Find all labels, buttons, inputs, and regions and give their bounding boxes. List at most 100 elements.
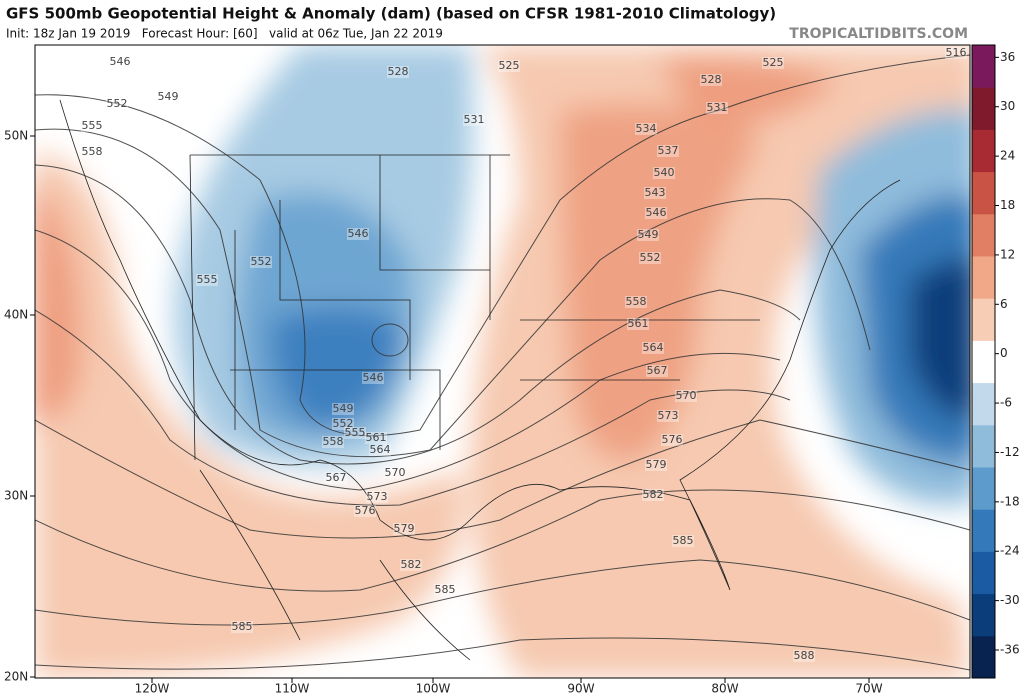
contour-label: 516 — [946, 46, 967, 59]
colorbar-band — [972, 382, 995, 426]
contour-label: 582 — [401, 558, 422, 571]
contour-label: 531 — [464, 113, 485, 126]
contour-label-bg — [332, 418, 354, 430]
colorbar: 36 30 24 18 12 6 0 -6 -12 -18 -24 -30 -36 — [971, 44, 1020, 679]
contour-label-bg — [657, 410, 679, 422]
colorbar-tick-label: 0 — [1000, 346, 1008, 360]
contour-label-bg — [393, 523, 415, 535]
lon-label: 110W — [275, 682, 310, 696]
contour-label-bg — [645, 459, 667, 471]
contour-label: 558 — [323, 435, 344, 448]
contour-label-bg — [344, 427, 366, 439]
contour-label: 582 — [643, 488, 664, 501]
lat-label: 50N — [4, 129, 28, 143]
contour-label-bg — [400, 559, 422, 571]
colorbar-band — [972, 129, 995, 173]
colorbar-band — [972, 467, 995, 510]
contour-label: 558 — [626, 295, 647, 308]
contour-label-bg — [81, 146, 103, 158]
lat-label: 40N — [4, 308, 28, 322]
colorbar-band — [972, 87, 995, 130]
colorbar-tick-label: 6 — [1000, 297, 1008, 311]
contour-label-bg — [657, 145, 679, 157]
contour-label-bg — [106, 98, 128, 110]
lon-label: 120W — [135, 682, 170, 696]
contour-label-bg — [762, 57, 784, 69]
contour-label-bg — [644, 187, 666, 199]
contour-label: 555 — [82, 119, 103, 132]
contour-label: 525 — [763, 56, 784, 69]
contour-label-bg — [672, 535, 694, 547]
colorbar-tick-label: 18 — [1000, 198, 1015, 212]
colorbar-tick-label: 12 — [1000, 247, 1015, 261]
contour-label-bg — [347, 228, 369, 240]
contour-label: 546 — [363, 371, 384, 384]
contour-label: 585 — [435, 583, 456, 596]
contour-label-bg — [642, 342, 664, 354]
contour-label: 579 — [646, 458, 667, 471]
contour-label: 549 — [158, 90, 179, 103]
contour-label-bg — [625, 296, 647, 308]
colorbar-band — [972, 213, 995, 257]
colorbar-tick-label: -18 — [1000, 494, 1020, 508]
contour-label-bg — [661, 434, 683, 446]
colorbar-band — [972, 424, 995, 468]
contour-label: 540 — [654, 166, 675, 179]
colorbar-band — [972, 635, 995, 679]
colorbar-tick-label: -36 — [1000, 643, 1020, 657]
colorbar-band — [972, 171, 995, 215]
contour-label: 561 — [628, 317, 649, 330]
contour-label-bg — [231, 621, 253, 633]
contour-label-bg — [498, 60, 520, 72]
contour-label: 570 — [676, 389, 697, 402]
contour-label: 585 — [232, 620, 253, 633]
contour-label-bg — [700, 74, 722, 86]
lat-label: 30N — [4, 489, 28, 503]
colorbar-band — [972, 551, 995, 595]
contour-label-bg — [81, 120, 103, 132]
contour-label: 546 — [646, 206, 667, 219]
colorbar-band — [972, 256, 995, 299]
contour-label-bg — [250, 256, 272, 268]
colorbar-tick-label: 30 — [1000, 99, 1015, 113]
height-contours — [35, 54, 970, 671]
map — [35, 45, 970, 678]
contour-label-bg — [196, 274, 218, 286]
contour-label: 525 — [499, 59, 520, 72]
contour-label: 579 — [394, 522, 415, 535]
contour-label: 558 — [82, 145, 103, 158]
contour-label: 570 — [385, 466, 406, 479]
contour-label-bg — [627, 318, 649, 330]
contour-label-bg — [434, 584, 456, 596]
contour-label: 543 — [645, 186, 666, 199]
colorbar-tick-label: -6 — [1000, 396, 1012, 410]
contour-label-bg — [365, 432, 387, 444]
subtitle: Init: 18z Jan 19 2019 Forecast Hour: [60… — [6, 27, 443, 41]
contour-label-bg — [642, 489, 664, 501]
contour-label: 552 — [251, 255, 272, 268]
contour-label-bg — [645, 207, 667, 219]
contour-label: 573 — [367, 490, 388, 503]
contour-label: 564 — [643, 341, 664, 354]
contour-label-bg — [354, 505, 376, 517]
title: GFS 500mb Geopotential Height & Anomaly … — [6, 5, 776, 23]
contour-label-bg — [639, 252, 661, 264]
contour-label: 561 — [366, 431, 387, 444]
contour-label: 528 — [388, 65, 409, 78]
contour-label: 585 — [673, 534, 694, 547]
contour-label: 555 — [197, 273, 218, 286]
lon-label: 70W — [855, 682, 882, 696]
contour-label: 564 — [370, 443, 391, 456]
lon-label: 100W — [416, 682, 451, 696]
borders — [59, 99, 901, 661]
contour-label-bg — [637, 229, 659, 241]
contour-label: 531 — [707, 101, 728, 114]
contour-label-bg — [635, 123, 657, 135]
colorbar-tick-label: -12 — [1000, 445, 1020, 459]
contour-label-bg — [366, 491, 388, 503]
contour-label-bg — [793, 650, 815, 662]
contour-label: 576 — [355, 504, 376, 517]
contour-label: 567 — [326, 471, 347, 484]
contour-label-bg — [332, 403, 354, 415]
